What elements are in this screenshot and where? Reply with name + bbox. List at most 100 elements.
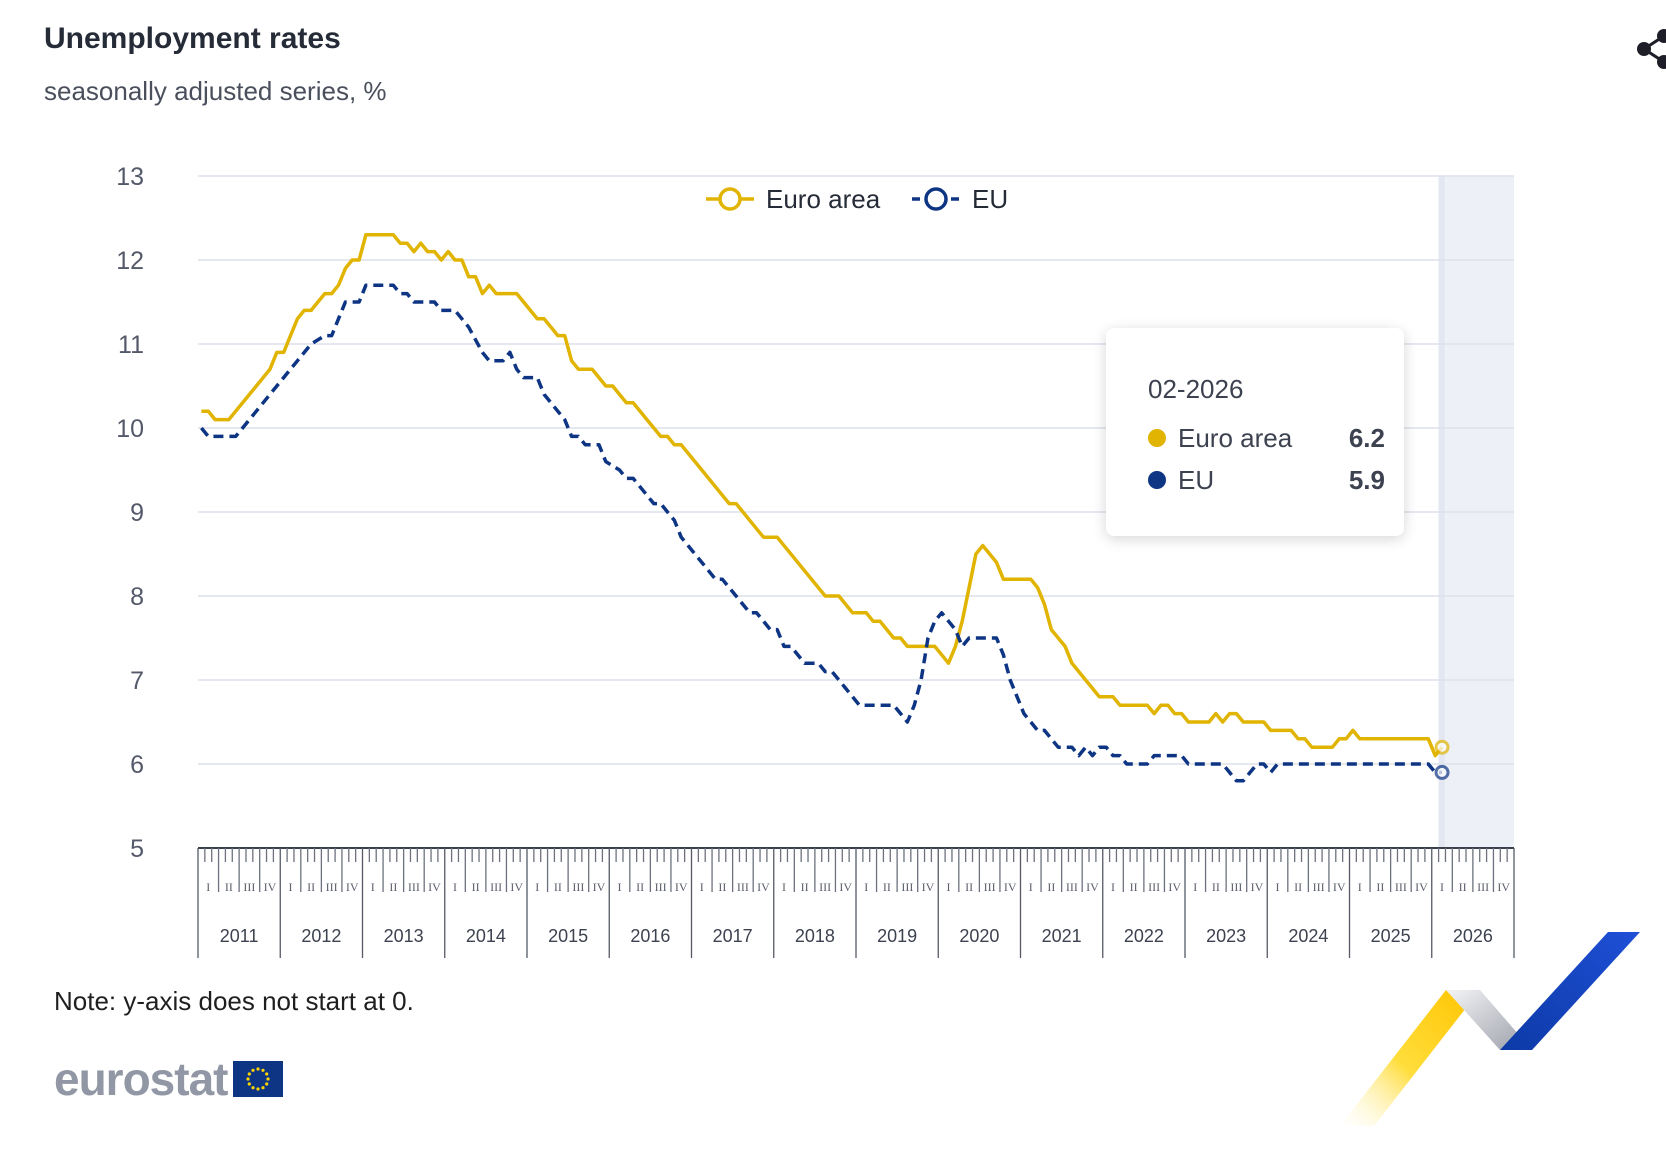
series-lines [200,233,1450,783]
year-label: 2014 [466,926,506,946]
y-tick-label: 10 [116,415,144,443]
quarter-label: III [901,880,913,894]
quarter-label: I [1111,880,1115,894]
eurostat-ribbon-decoration [1340,932,1640,1126]
quarter-label: II [636,880,644,894]
quarter-label: IV [264,880,277,894]
quarter-label: I [1440,880,1444,894]
tooltip-row-eu: EU 5.9 [1148,459,1404,501]
quarter-label: III [984,880,996,894]
quarter-label: II [389,880,397,894]
year-label: 2016 [630,926,670,946]
quarter-label: I [371,880,375,894]
quarter-label: II [718,880,726,894]
quarter-label: II [1130,880,1138,894]
quarter-label: II [307,880,315,894]
tooltip-row-euro-area: Euro area 6.2 [1148,417,1404,459]
year-label: 2011 [220,926,259,946]
quarter-label: I [1193,880,1197,894]
year-label: 2018 [795,926,835,946]
quarter-label: III [1395,880,1407,894]
tooltip-series-name: Euro area [1178,422,1293,453]
quarter-label: I [1029,880,1033,894]
series-line-euro-area [201,233,1444,758]
y-tick-label: 9 [130,499,144,527]
y-tick-label: 11 [118,331,144,359]
quarter-label: II [1459,880,1467,894]
quarter-label: III [408,880,420,894]
y-tick-label: 7 [130,667,144,695]
quarter-label: III [1148,880,1160,894]
chart-note: Note: y-axis does not start at 0. [54,986,414,1016]
quarter-label: I [782,880,786,894]
quarter-label: I [864,880,868,894]
tooltip-series-value: 6.2 [1348,422,1385,453]
year-label: 2025 [1371,926,1411,946]
quarter-label: I [947,880,951,894]
quarter-label: I [1276,880,1280,894]
quarter-label: II [1376,880,1384,894]
quarter-label: III [1230,880,1242,894]
year-label: 2021 [1042,926,1082,946]
year-label: 2012 [301,926,341,946]
quarter-label: III [737,880,749,894]
y-tick-label: 8 [130,583,144,611]
quarter-label: III [1313,880,1325,894]
year-label: 2013 [384,926,424,946]
year-label: 2023 [1206,926,1246,946]
quarter-label: II [472,880,480,894]
quarter-label: III [819,880,831,894]
year-label: 2017 [713,926,753,946]
legend-marker-icon [718,187,742,211]
quarter-label: I [453,880,457,894]
share-icon[interactable] [1634,26,1666,72]
quarter-label: II [801,880,809,894]
quarter-label: IV [1086,880,1099,894]
quarter-label: III [572,880,584,894]
eu-flag-icon [233,1061,284,1097]
quarter-label: III [490,880,502,894]
logo-text: eurostat [54,1053,228,1105]
y-tick-label: 6 [130,751,144,779]
tooltip-series-name: EU [1178,464,1215,495]
eurostat-logo: eurostat [54,1053,284,1105]
data-tooltip: 02-2026 Euro area 6.2 EU 5.9 [1106,328,1404,536]
quarter-label: IV [839,880,852,894]
year-label: 2026 [1453,926,1493,946]
chart-title: Unemployment rates [44,22,341,55]
legend[interactable]: Euro area EU [706,184,1008,214]
quarter-label: IV [1251,880,1264,894]
legend-label: EU [972,184,1008,214]
quarter-label: III [243,880,255,894]
series-line-eu [200,283,1442,783]
year-label: 2020 [959,926,999,946]
eu-dot-icon [1148,471,1166,489]
quarter-label: II [1212,880,1220,894]
year-label: 2015 [548,926,588,946]
tooltip-series-value: 5.9 [1348,464,1385,495]
quarter-label: II [965,880,973,894]
year-label: 2024 [1288,926,1328,946]
quarter-label: IV [593,880,606,894]
quarter-label: I [206,880,210,894]
quarter-label: II [883,880,891,894]
last-point-marker [1434,764,1450,780]
euro-area-dot-icon [1148,429,1166,447]
quarter-label: IV [675,880,688,894]
quarter-label: I [1358,880,1362,894]
quarter-label: II [225,880,233,894]
quarter-label: III [1066,880,1078,894]
chart-subtitle: seasonally adjusted series, % [44,76,387,106]
legend-label: Euro area [766,184,881,214]
quarter-label: I [618,880,622,894]
year-label: 2022 [1124,926,1164,946]
year-label: 2019 [877,926,917,946]
quarter-label: IV [346,880,359,894]
quarter-label: I [289,880,293,894]
legend-marker-icon [924,187,948,211]
quarter-label: I [535,880,539,894]
quarter-label: III [1477,880,1489,894]
y-tick-label: 12 [116,247,144,275]
y-axis: 5 6 7 8 9 10 11 12 13 [116,163,144,863]
